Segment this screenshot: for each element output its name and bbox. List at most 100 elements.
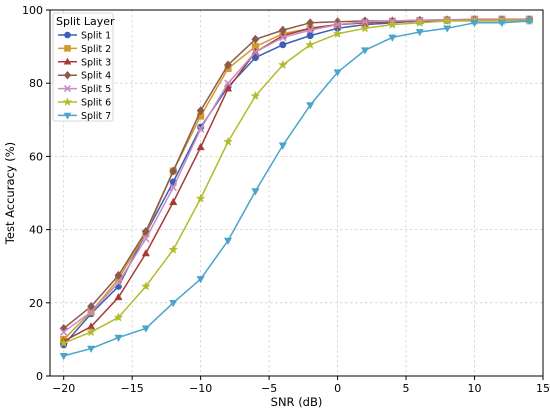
legend-entry: Split 6: [58, 97, 111, 109]
series-line: [63, 19, 530, 333]
x-tick-label: −20: [52, 382, 75, 395]
data-point: [443, 25, 452, 33]
data-point: [251, 34, 260, 44]
data-point: [278, 59, 288, 69]
data-point: [525, 18, 534, 26]
y-tick-label: 80: [29, 77, 43, 90]
legend-marker: [63, 85, 72, 93]
legend-marker: [63, 70, 72, 80]
legend-entry: Split 3: [58, 57, 111, 68]
axes: −20 −15 −10 −5 0 5 10 15 0 20 40 60 80 100: [22, 4, 550, 395]
data-point: [59, 328, 68, 336]
legend-label: Split 3: [81, 57, 111, 68]
y-tick-label: 100: [22, 4, 43, 17]
data-point: [306, 18, 315, 28]
data-point: [306, 102, 315, 110]
data-point: [388, 34, 397, 42]
data-point: [224, 60, 232, 70]
legend-label: Split 1: [81, 31, 111, 42]
data-point: [142, 234, 150, 243]
data-point: [141, 281, 151, 291]
data-point: [141, 226, 150, 236]
data-point: [332, 28, 343, 38]
data-point: [87, 345, 96, 353]
data-point: [196, 106, 205, 116]
data-point: [250, 91, 261, 101]
data-point: [387, 19, 398, 29]
data-point: [306, 32, 314, 40]
legend-entry: Split 1: [58, 31, 111, 42]
data-point: [114, 293, 123, 301]
x-tick-label: 0: [334, 382, 341, 395]
data-point: [113, 312, 124, 322]
data-point: [223, 136, 233, 146]
x-tick-label: 15: [536, 382, 550, 395]
data-point: [224, 79, 232, 87]
data-point: [361, 17, 369, 26]
data-point: [58, 338, 69, 348]
x-axis-label: SNR (dB): [271, 395, 323, 409]
data-point: [87, 302, 96, 311]
series-7: [59, 18, 534, 361]
legend-label: Split 2: [81, 44, 111, 55]
series-line: [63, 20, 530, 357]
data-point: [442, 15, 452, 26]
data-point: [169, 183, 178, 192]
y-tick-label: 40: [29, 224, 43, 237]
data-point: [196, 142, 205, 151]
series-line: [63, 20, 530, 344]
data-point: [279, 41, 287, 49]
legend-label: Split 4: [81, 71, 111, 82]
y-tick-label: 60: [29, 150, 43, 163]
legend-label: Split 6: [81, 98, 111, 109]
x-tick-label: −15: [121, 382, 144, 395]
data-point: [278, 25, 287, 35]
x-tick-label: 10: [468, 382, 482, 395]
data-point: [196, 125, 205, 133]
legend-marker: [64, 31, 71, 39]
x-tick-label: −10: [189, 382, 212, 395]
y-tick-label: 20: [29, 297, 43, 310]
data-point: [251, 48, 260, 56]
data-point: [141, 249, 150, 257]
data-point: [414, 17, 425, 27]
data-point: [141, 325, 150, 333]
series-layer: [58, 15, 535, 361]
data-point: [169, 197, 178, 206]
data-point: [59, 353, 68, 361]
data-point: [196, 276, 205, 284]
legend-label: Split 5: [81, 84, 111, 95]
data-point: [114, 278, 123, 287]
data-point: [114, 334, 123, 342]
data-point: [360, 47, 370, 55]
y-tick-label: 0: [36, 370, 43, 383]
data-point: [195, 193, 206, 203]
plot-frame: [49, 9, 544, 377]
data-point: [305, 39, 315, 49]
data-point: [86, 327, 96, 337]
data-point: [223, 84, 233, 92]
data-point: [306, 26, 314, 34]
legend-box: [52, 12, 114, 122]
data-point: [251, 188, 260, 196]
data-point: [333, 69, 342, 77]
legend-entry: Split 7: [58, 111, 111, 122]
data-point: [114, 270, 123, 280]
legend-label: Split 7: [81, 111, 111, 122]
legend-marker: [63, 112, 72, 120]
data-point: [169, 166, 178, 176]
legend-marker: [63, 57, 72, 65]
data-point: [360, 23, 370, 33]
data-point: [168, 244, 179, 254]
legend-entry: Split 4: [58, 71, 111, 82]
legend: Split Layer Split 1 Split 2 Split 3 Split 4…: [52, 12, 115, 122]
data-point: [278, 142, 287, 150]
data-point: [333, 20, 342, 29]
legend-entry: Split 2: [58, 44, 111, 55]
x-tick-label: 5: [403, 382, 410, 395]
data-point: [169, 299, 178, 308]
data-point: [497, 19, 506, 28]
y-axis-label: Test Accuracy (%): [3, 142, 17, 245]
data-point: [87, 308, 95, 316]
